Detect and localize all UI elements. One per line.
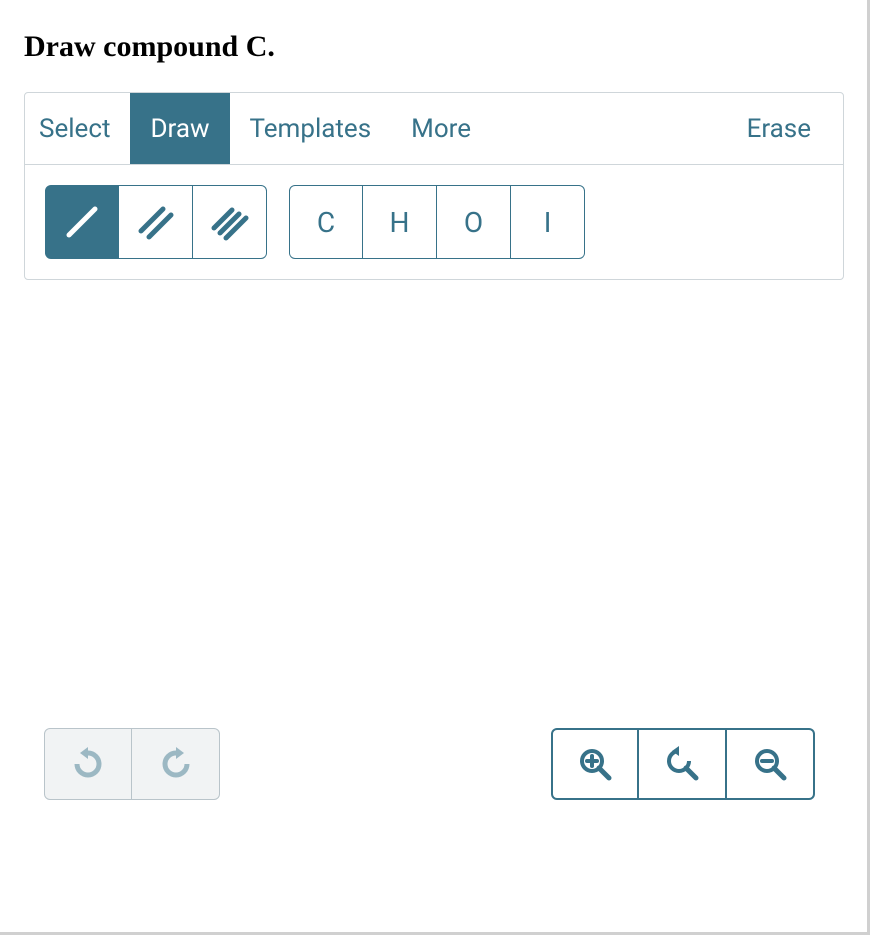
zoom-in-button[interactable]	[551, 728, 639, 800]
tab-draw[interactable]: Draw	[130, 93, 229, 164]
zoom-out-icon	[752, 746, 788, 782]
single-bond-button[interactable]	[45, 185, 119, 259]
redo-button[interactable]	[132, 728, 220, 800]
tab-templates[interactable]: Templates	[230, 93, 392, 164]
zoom-reset-button[interactable]	[639, 728, 727, 800]
bottom-bar	[24, 728, 843, 800]
zoom-in-icon	[577, 746, 613, 782]
bond-tool-group	[45, 185, 267, 259]
atom-h-button[interactable]: H	[363, 185, 437, 259]
tool-row: C H O I	[25, 165, 843, 279]
undo-icon	[70, 746, 106, 782]
tab-erase[interactable]: Erase	[727, 93, 831, 164]
zoom-out-button[interactable]	[727, 728, 815, 800]
redo-icon	[158, 746, 194, 782]
drawing-canvas[interactable]	[24, 280, 843, 720]
double-bond-button[interactable]	[119, 185, 193, 259]
double-bond-icon	[135, 201, 177, 243]
undo-button[interactable]	[44, 728, 132, 800]
atom-tool-group: C H O I	[289, 185, 585, 259]
tab-select[interactable]: Select	[25, 93, 130, 164]
tab-bar: Select Draw Templates More Erase	[25, 93, 843, 165]
atom-o-button[interactable]: O	[437, 185, 511, 259]
editor-frame: Draw compound C. Select Draw Templates M…	[0, 0, 870, 935]
atom-c-button[interactable]: C	[289, 185, 363, 259]
zoom-reset-icon	[664, 746, 700, 782]
prompt-text: Draw compound C.	[24, 30, 843, 64]
single-bond-icon	[61, 201, 103, 243]
history-group	[44, 728, 220, 800]
triple-bond-button[interactable]	[193, 185, 267, 259]
tab-more[interactable]: More	[391, 93, 491, 164]
atom-i-button[interactable]: I	[511, 185, 585, 259]
tab-spacer	[491, 93, 727, 164]
triple-bond-icon	[209, 201, 251, 243]
zoom-group	[551, 728, 815, 800]
editor-box: Select Draw Templates More Erase	[24, 92, 844, 280]
